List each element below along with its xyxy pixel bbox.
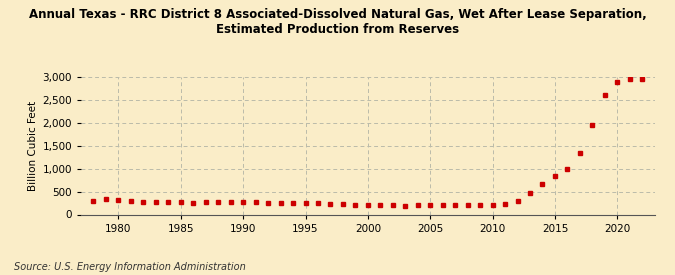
Text: Annual Texas - RRC District 8 Associated-Dissolved Natural Gas, Wet After Lease : Annual Texas - RRC District 8 Associated… bbox=[28, 8, 647, 36]
Text: Source: U.S. Energy Information Administration: Source: U.S. Energy Information Administ… bbox=[14, 262, 245, 272]
Y-axis label: Billion Cubic Feet: Billion Cubic Feet bbox=[28, 101, 38, 191]
